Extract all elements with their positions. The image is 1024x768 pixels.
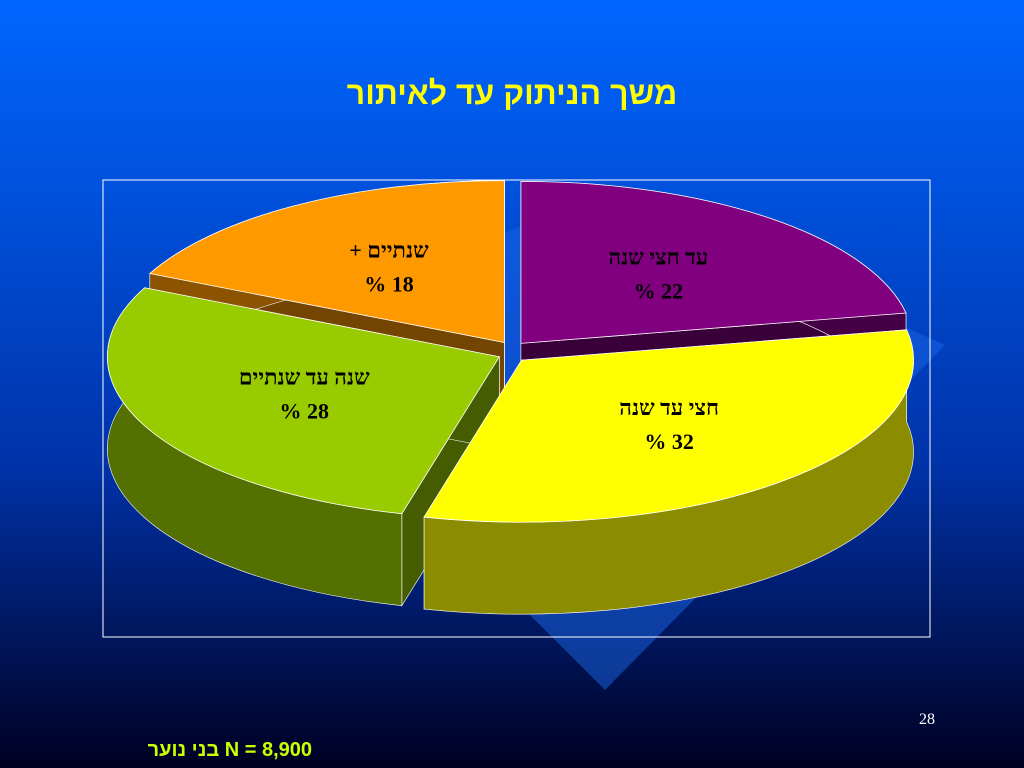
pie-labels: שנתיים + 18 % עד חצי שנה 22 % שנה עד שנתיים 2… [239, 237, 719, 454]
value-label: 28 % [280, 399, 330, 424]
slice-label: חצי עד שנה [619, 395, 719, 420]
page-number: 28 [919, 711, 935, 728]
pie-tops [107, 180, 914, 523]
slice-label: עד חצי שנה [608, 245, 708, 270]
slice [423, 329, 914, 523]
slice [148, 180, 505, 344]
value-label: 18 % [364, 271, 414, 296]
slice-label: שנתיים + [349, 237, 429, 262]
plot-frame [102, 179, 931, 638]
footnote: N = 8,900 בני נוער [148, 739, 312, 761]
value-label: 22 % [634, 279, 684, 304]
chart-title: משך הניתוק עד לאיתור [347, 75, 677, 111]
slice [520, 180, 907, 344]
value-label: 32 % [644, 429, 694, 454]
slice [107, 287, 500, 515]
pie: שנתיים + 18 % עד חצי שנה 22 % שנה עד שנתיים 2… [107, 180, 914, 615]
slice-label: שנה עד שנתיים [239, 365, 370, 390]
